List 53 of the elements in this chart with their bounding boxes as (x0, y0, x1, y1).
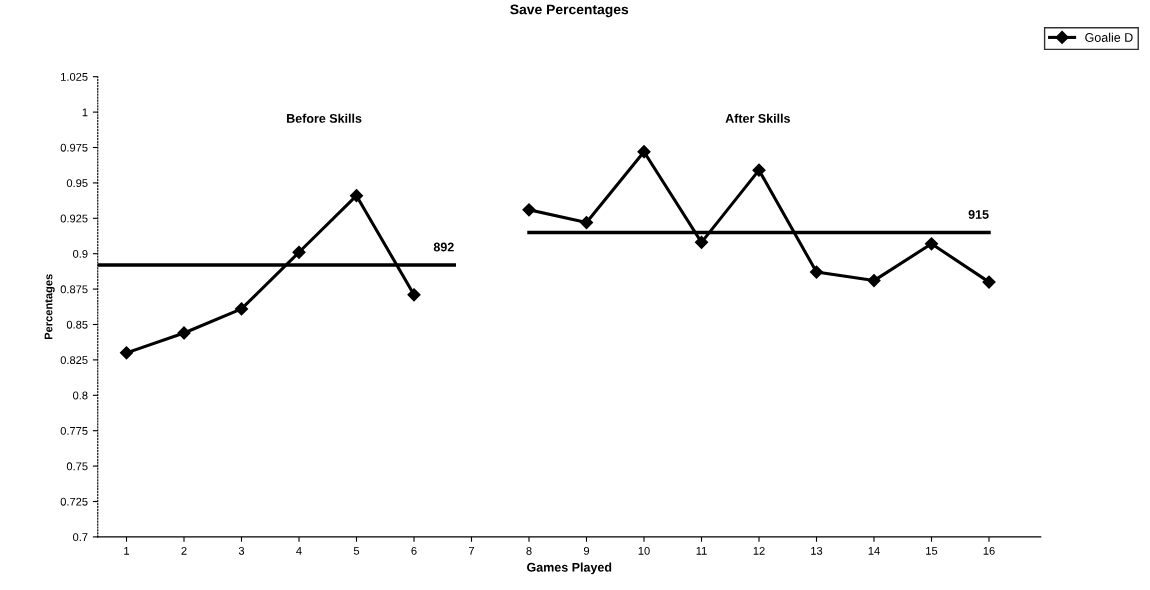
point (234, 302, 249, 316)
x-tick-label: 4 (296, 547, 302, 555)
x-tick-label: 10 (638, 546, 650, 555)
annotation: 892 (433, 242, 454, 252)
y-tick-label: 0.925 (60, 214, 88, 223)
x-tick-label: 16 (983, 546, 995, 555)
annotation: 915 (968, 210, 989, 219)
point (407, 288, 421, 302)
x-tick-label: 9 (583, 546, 590, 555)
x-axis-title: Games Played (527, 562, 612, 575)
point (809, 265, 824, 279)
annotation: After Skills (725, 113, 790, 123)
point (292, 245, 306, 259)
point (177, 326, 191, 340)
point (694, 235, 709, 249)
point (982, 275, 996, 289)
x-tick-label: 11 (696, 547, 707, 555)
y-tick-label: 1 (82, 108, 88, 117)
x-tick-label: 14 (868, 547, 880, 555)
x-tick-label: 12 (753, 546, 765, 555)
y-tick-label: 0.875 (60, 285, 88, 294)
y-tick-label: 0.825 (60, 356, 88, 365)
point (349, 189, 364, 203)
point (579, 215, 594, 230)
y-tick-label: 0.975 (60, 143, 88, 152)
y-axis-title: Percentages (44, 274, 55, 340)
y-tick-label: 0.75 (66, 462, 88, 471)
x-tick-label: 5 (353, 547, 360, 555)
point (752, 163, 766, 177)
point (867, 274, 881, 288)
y-tick-label: 0.7 (73, 533, 88, 542)
y-tick-label: 0.725 (60, 497, 88, 506)
legend-label: Goalie D (1085, 32, 1133, 42)
x-tick-label: 6 (411, 546, 417, 555)
chart-title: Save Percentages (510, 4, 629, 18)
y-tick-label: 0.8 (73, 391, 88, 400)
x-tick-label: 7 (468, 547, 475, 555)
y-tick-label: 0.95 (66, 179, 88, 188)
point (637, 145, 651, 159)
point (522, 203, 536, 217)
x-tick-label: 2 (181, 546, 187, 555)
x-tick-label: 3 (238, 546, 245, 555)
y-tick-label: 0.9 (73, 249, 88, 258)
x-tick-label: 13 (811, 546, 823, 555)
point (924, 237, 939, 251)
x-tick-label: 8 (526, 546, 532, 555)
x-tick-label: 15 (926, 547, 938, 555)
y-tick-label: 0.775 (60, 426, 88, 435)
x-tick-label: 1 (124, 547, 130, 555)
annotation: Before Skills (287, 113, 362, 123)
y-tick-label: 0.85 (66, 320, 88, 329)
point (119, 346, 134, 360)
y-tick-label: 1.025 (61, 72, 88, 81)
